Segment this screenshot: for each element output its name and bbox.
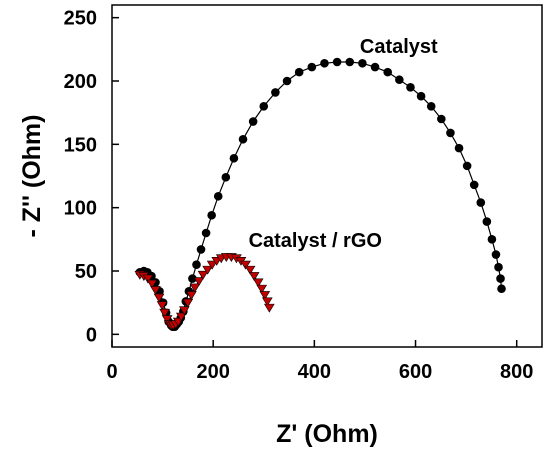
data-point	[446, 128, 455, 138]
data-point	[426, 102, 436, 111]
data-point	[491, 250, 501, 259]
data-point	[271, 88, 280, 97]
data-point	[261, 297, 273, 307]
data-point	[454, 143, 464, 153]
data-point	[282, 76, 292, 86]
data-point	[263, 303, 275, 313]
data-point	[482, 217, 492, 226]
data-point	[175, 312, 187, 322]
x-tick-label: 0	[106, 361, 117, 383]
data-point	[248, 272, 260, 281]
data-point	[469, 180, 479, 190]
data-point	[186, 291, 197, 300]
plot-frame	[111, 4, 543, 348]
data-point	[142, 274, 154, 284]
data-point	[259, 291, 271, 300]
y-tick-label: 0	[86, 324, 97, 346]
data-point	[252, 278, 264, 288]
data-point	[202, 265, 213, 275]
data-point	[256, 284, 268, 294]
data-point	[259, 102, 269, 111]
data-point	[196, 245, 206, 254]
data-point	[244, 265, 256, 275]
data-point	[437, 114, 446, 124]
data-point	[497, 284, 506, 294]
data-point	[307, 62, 317, 72]
data-point	[332, 57, 342, 67]
data-point	[487, 235, 497, 244]
data-point	[213, 191, 223, 201]
axes: 0 200 400 600 800 0 50 100 150 200 250	[64, 8, 534, 383]
x-tick-label: 200	[196, 361, 229, 383]
x-tick-label: 800	[500, 361, 533, 383]
data-point	[240, 260, 251, 270]
y-tick-label: 50	[75, 261, 97, 283]
data-point	[229, 153, 239, 163]
plot-area	[134, 57, 506, 332]
data-point	[197, 270, 209, 280]
data-point	[395, 75, 404, 85]
data-point	[179, 306, 190, 316]
data-point	[146, 279, 158, 289]
data-point	[207, 210, 216, 220]
data-point	[406, 83, 415, 92]
y-tick-label: 250	[64, 8, 97, 30]
data-point	[221, 172, 231, 182]
data-point	[206, 260, 218, 270]
data-point	[193, 277, 205, 287]
y-tick-label: 150	[64, 134, 97, 156]
annotation-catalyst: Catalyst	[360, 36, 438, 58]
x-axis-title: Z' (Ohm)	[276, 420, 378, 448]
annotation-catalyst-rgo: Catalyst / rGO	[249, 230, 382, 252]
data-point	[358, 58, 367, 68]
x-tick-label: 400	[298, 361, 331, 383]
y-tick-label: 100	[64, 198, 97, 220]
data-point	[416, 91, 426, 101]
data-point	[383, 67, 393, 77]
data-point	[159, 308, 170, 318]
data-point	[462, 161, 472, 171]
data-point	[476, 198, 486, 207]
y-axis-title: - Z'' (Ohm)	[18, 115, 46, 238]
data-point	[238, 134, 248, 144]
data-point	[496, 274, 505, 283]
data-point	[182, 298, 194, 308]
x-tick-label: 600	[399, 361, 432, 383]
data-point	[494, 262, 503, 272]
data-point	[201, 228, 211, 238]
data-point	[153, 293, 165, 303]
data-point	[320, 58, 329, 68]
data-point	[294, 67, 304, 77]
data-point	[189, 283, 201, 293]
data-point	[161, 315, 173, 325]
data-point	[248, 117, 258, 126]
data-point	[192, 260, 201, 269]
data-point	[156, 301, 168, 311]
data-point	[345, 57, 355, 67]
data-point	[370, 62, 380, 72]
y-tick-label: 200	[64, 71, 97, 93]
data-point	[188, 274, 197, 283]
data-point	[150, 286, 161, 295]
